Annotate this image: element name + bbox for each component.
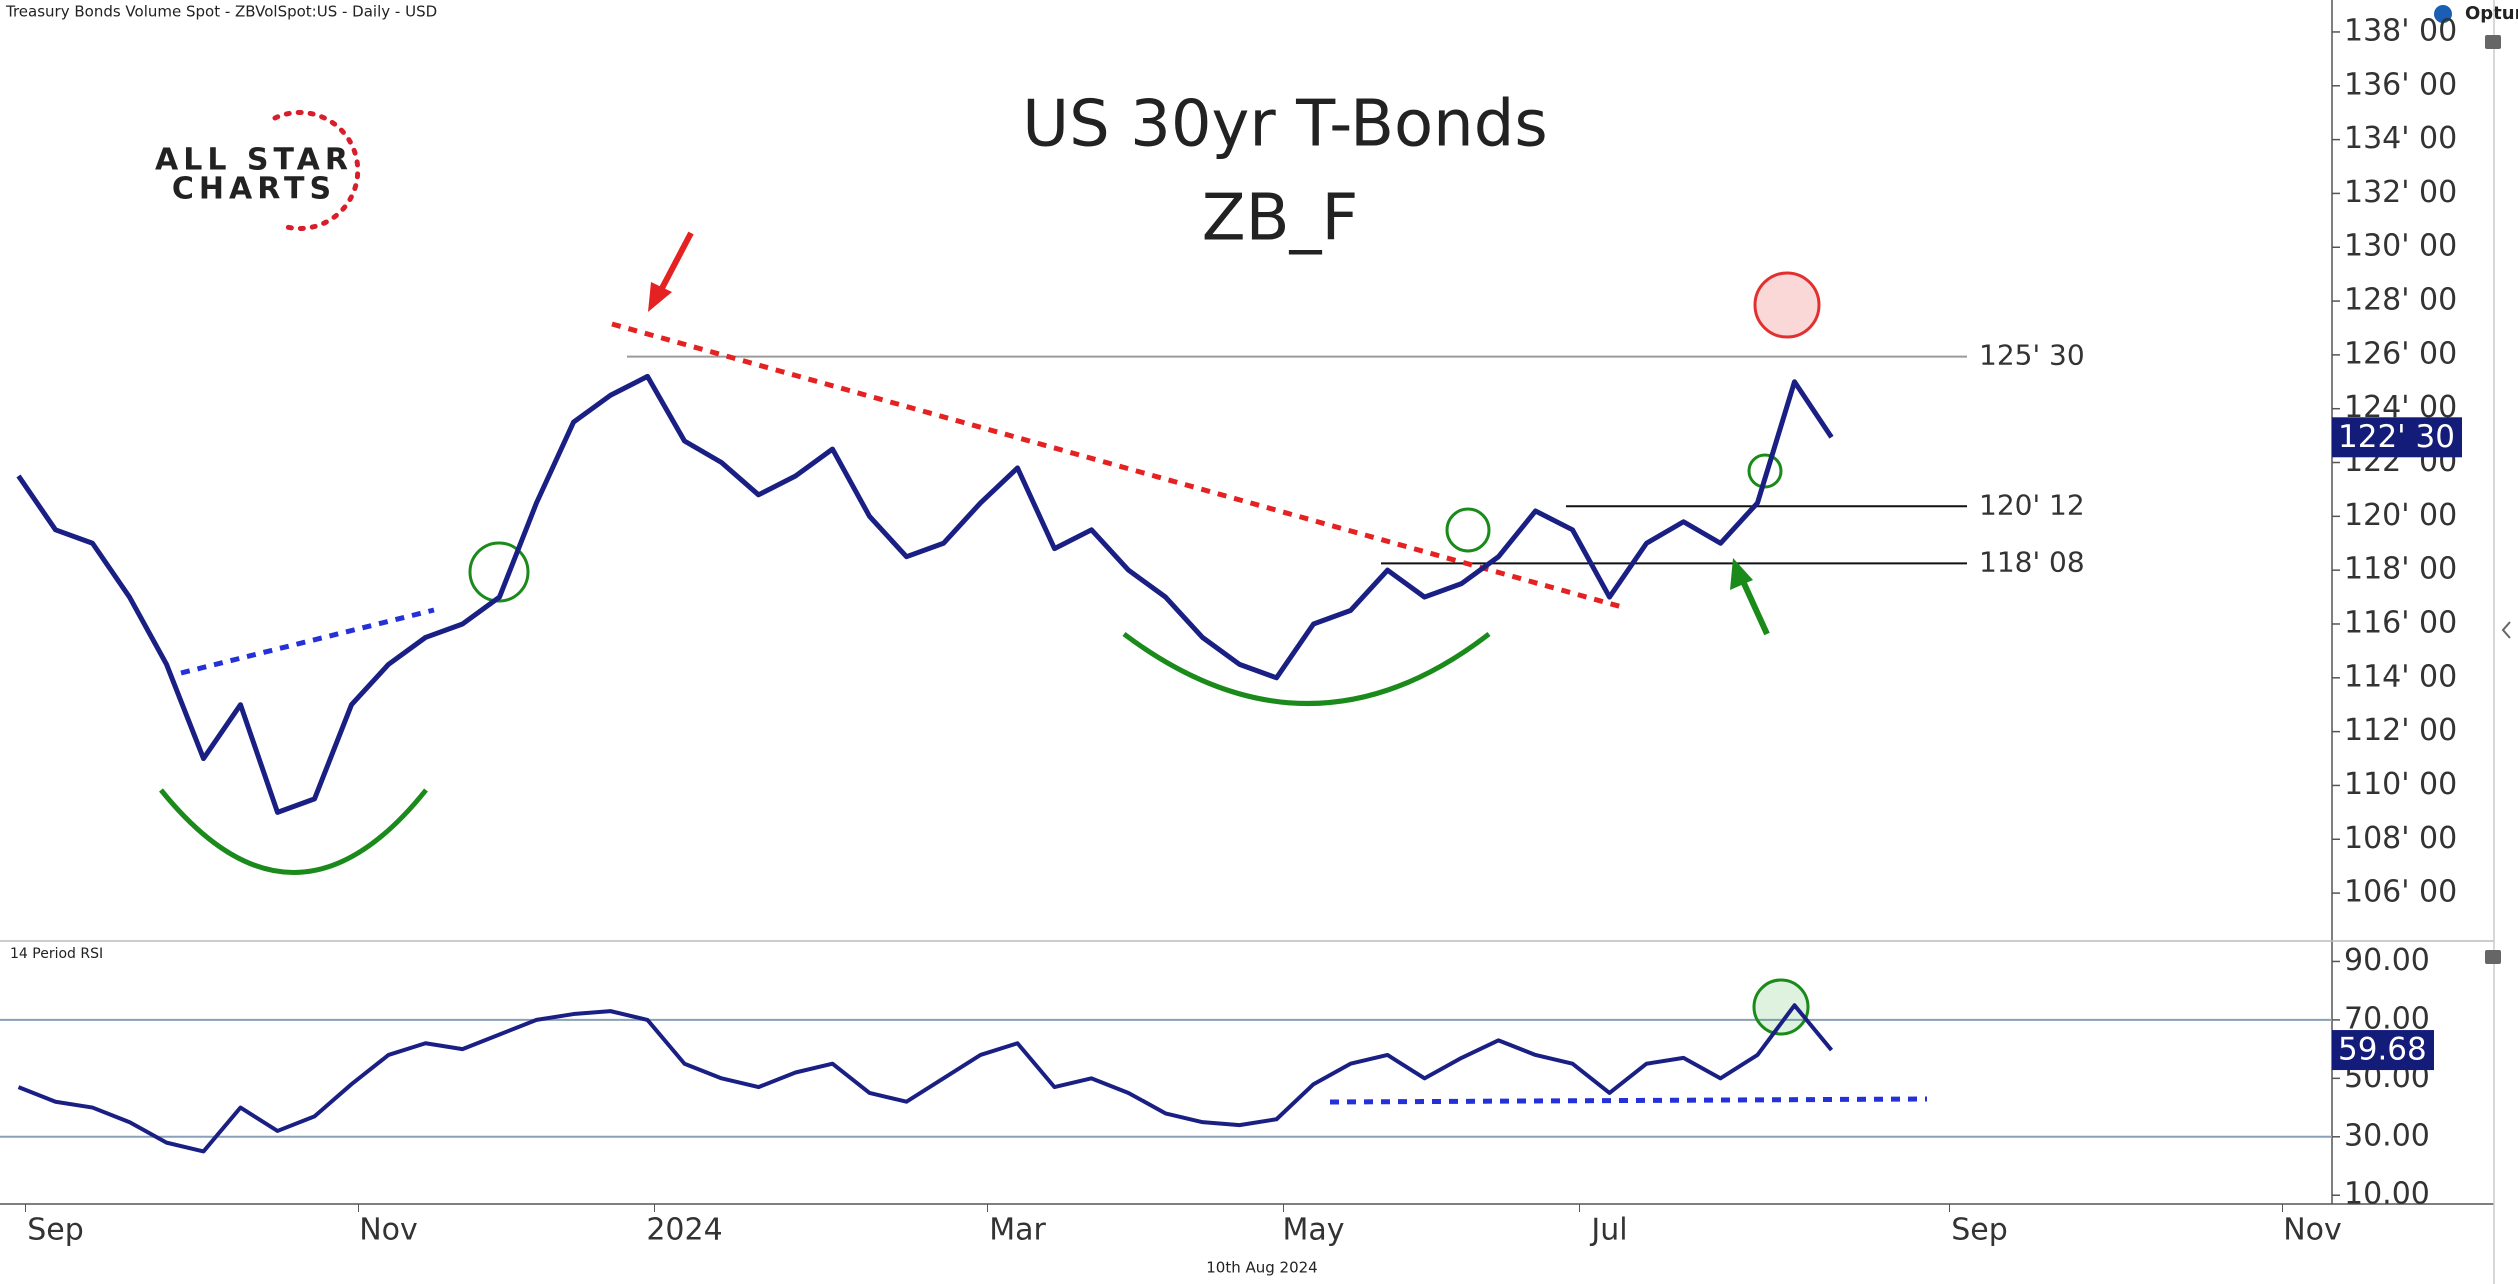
annotations (159, 231, 1928, 1105)
chart-title: US 30yr T-Bonds (1022, 88, 1547, 162)
y-tick-label: 128' 00 (2344, 283, 2457, 318)
header: Treasury Bonds Volume Spot - ZBVolSpot:U… (5, 3, 437, 21)
y-tick-label: 112' 00 (2344, 713, 2457, 748)
x-tick-label: Nov (2283, 1213, 2342, 1248)
y-tick-label: 136' 00 (2344, 67, 2457, 102)
footer: 10th Aug 2024 (1206, 1259, 1317, 1277)
base-arc (159, 788, 428, 875)
value-box (2332, 417, 2462, 458)
logo-text: ALL STAR (155, 143, 353, 178)
x-tick-label: Nov (359, 1213, 418, 1248)
y-tick-label: 126' 00 (2344, 336, 2457, 371)
y-tick-label: 118' 00 (2344, 552, 2457, 587)
arrow (1739, 577, 1770, 636)
highlight-circle (1752, 978, 1810, 1036)
trend-line (611, 321, 1623, 610)
arrow-head (1730, 558, 1753, 590)
y-tick-label: 116' 00 (2344, 605, 2457, 640)
lock-icon[interactable] (2485, 950, 2501, 964)
x-tick-label: Jul (1589, 1213, 1627, 1248)
x-tick-label: Sep (1951, 1213, 2008, 1248)
x-tick-label: Sep (27, 1213, 84, 1248)
highlight-circle (468, 541, 530, 603)
y-tick-label: 114' 00 (2344, 659, 2457, 694)
panel-title: 14 Period RSI (10, 946, 103, 962)
y-tick-label: 120' 00 (2344, 498, 2457, 533)
trend-line (1329, 1096, 1928, 1105)
y-tick-label: 130' 00 (2344, 229, 2457, 264)
vendor-logo: Optuma (2465, 3, 2518, 24)
y-tick-label: 30.00 (2344, 1118, 2430, 1153)
vendor-icon (2434, 5, 2452, 23)
arrow-head (648, 282, 672, 312)
level-label: 120' 12 (1979, 488, 2085, 521)
lock-icon[interactable] (2485, 35, 2501, 49)
y-tick-label: 10.00 (2344, 1177, 2430, 1212)
logo-stars (272, 109, 361, 231)
price-line (17, 1003, 1834, 1154)
x-tick-label: Mar (989, 1213, 1046, 1248)
arrow (657, 231, 694, 294)
x-tick-label: May (1282, 1213, 1344, 1248)
level-label: 118' 08 (1979, 545, 2085, 578)
highlight-circle (1753, 271, 1821, 339)
highlight-circle (1747, 453, 1783, 489)
x-tick-label: 2024 (646, 1213, 722, 1248)
value-label: 59.68 (2338, 1032, 2427, 1068)
y-tick-label: 110' 00 (2344, 767, 2457, 802)
y-tick-label: 138' 00 (2344, 13, 2457, 48)
y-tick-label: 134' 00 (2344, 121, 2457, 156)
y-tick-label: 90.00 (2344, 943, 2430, 978)
base-arc (1122, 632, 1491, 706)
y-tick-label: 132' 00 (2344, 175, 2457, 210)
level-label: 125' 30 (1979, 339, 2085, 372)
collapse-arrow[interactable] (2501, 621, 2511, 639)
value-box (2332, 1030, 2434, 1071)
chart-subtitle: ZB_F (1202, 182, 1359, 256)
logo-text: CHARTS (172, 172, 336, 207)
value-label: 122' 30 (2338, 419, 2455, 455)
highlight-circle (1445, 507, 1491, 553)
price-line (16, 373, 1834, 815)
y-tick-label: 106' 00 (2344, 875, 2457, 910)
y-tick-label: 108' 00 (2344, 821, 2457, 856)
